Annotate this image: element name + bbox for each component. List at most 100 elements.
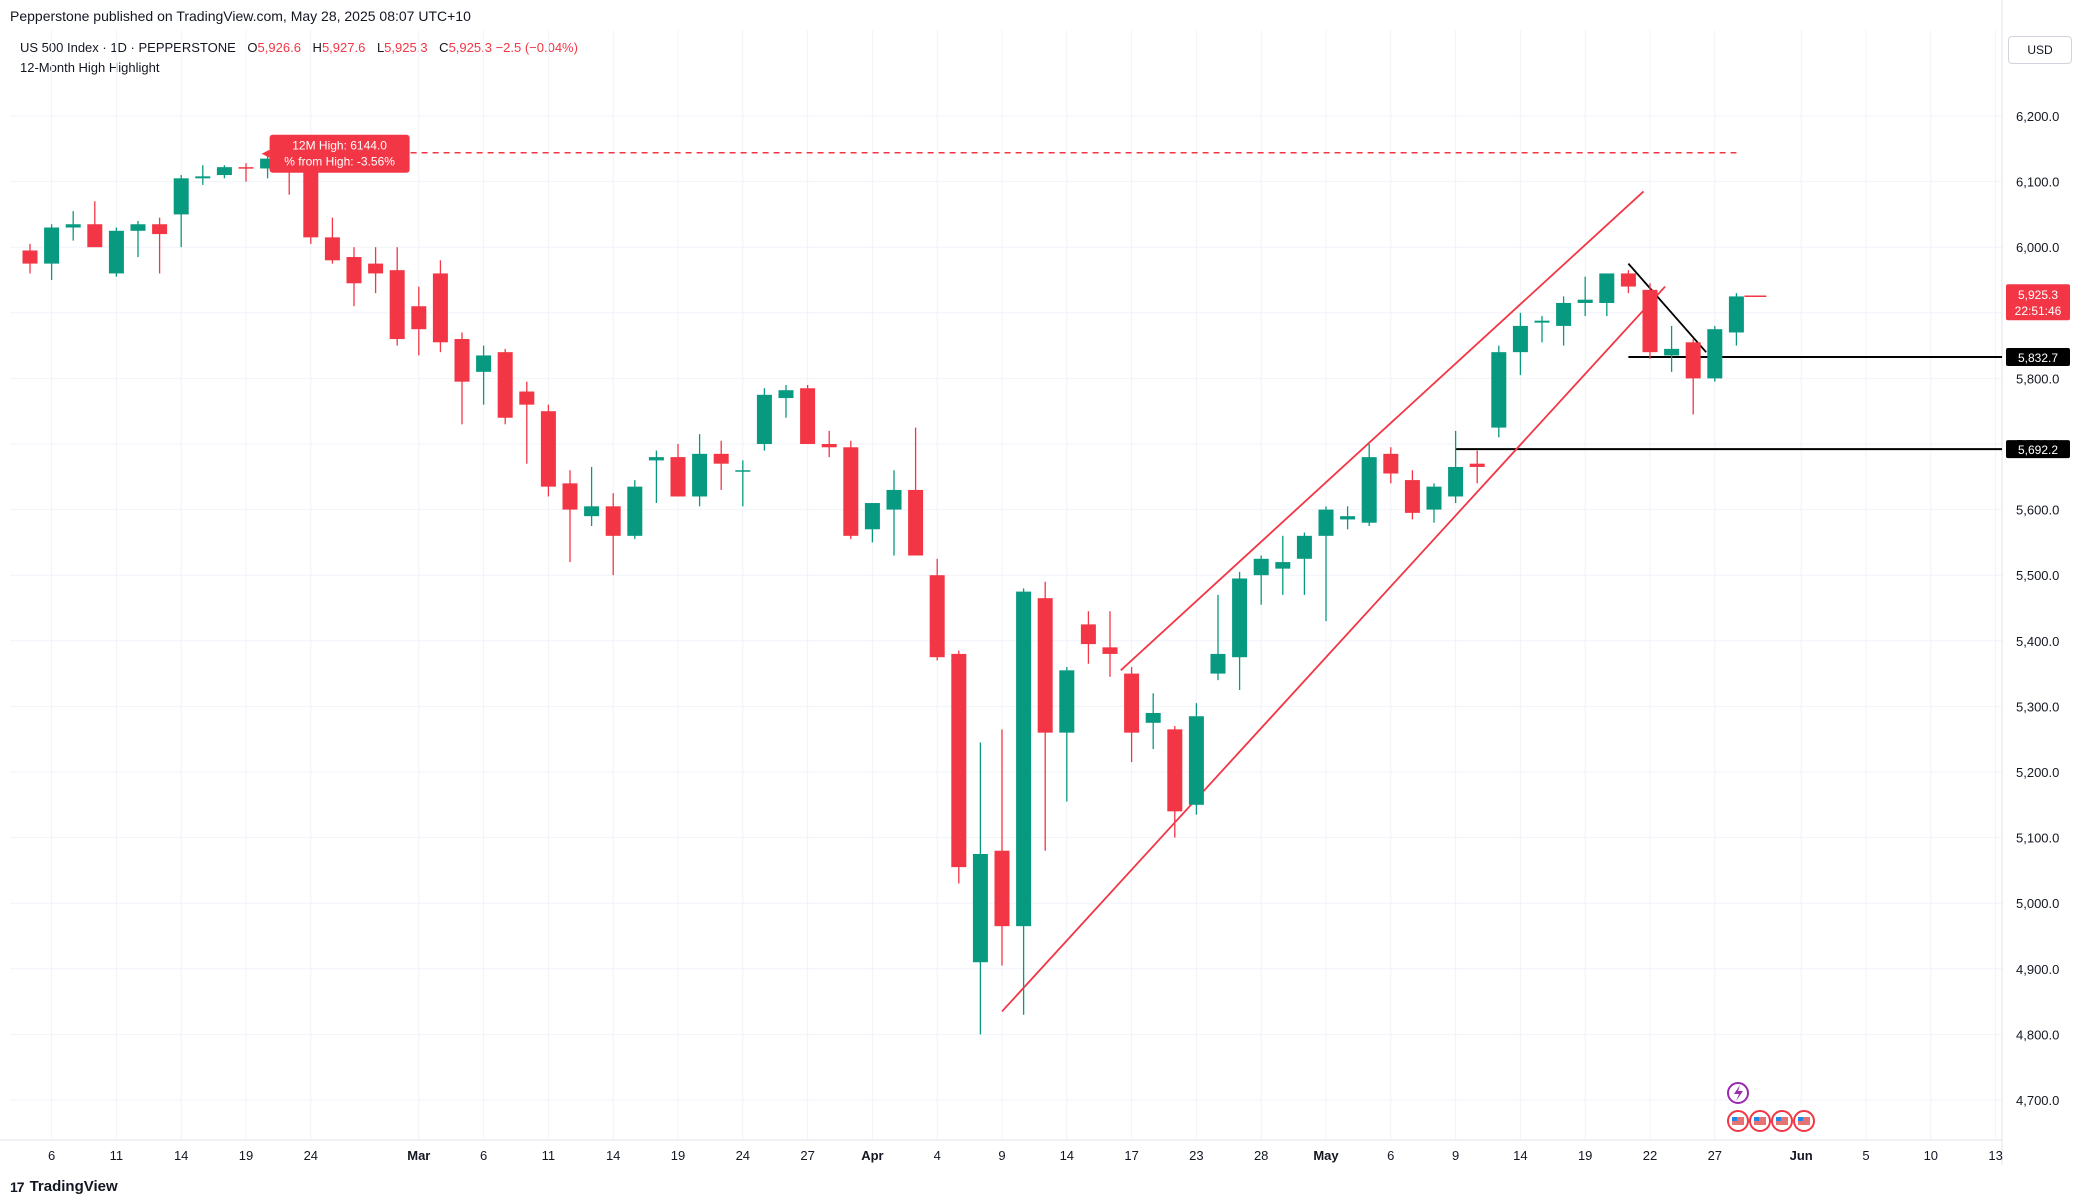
candle xyxy=(65,211,81,241)
candle-body xyxy=(929,575,945,658)
candle xyxy=(1145,693,1161,750)
open-value: 5,926.6 xyxy=(257,40,301,55)
candle-body xyxy=(648,457,664,461)
candle xyxy=(908,427,924,556)
candle-body xyxy=(821,444,837,448)
candle-body xyxy=(1599,273,1615,303)
candle-body xyxy=(886,489,902,510)
candle-body xyxy=(454,339,470,382)
candle xyxy=(260,152,276,179)
candle xyxy=(1037,581,1053,851)
candle xyxy=(368,247,384,294)
last-price-tag-box xyxy=(2006,284,2070,321)
last-price-countdown: 22:51:46 xyxy=(2015,304,2062,318)
candle-body xyxy=(497,352,513,418)
candles xyxy=(22,151,1744,1035)
candle-body xyxy=(238,167,254,169)
candle xyxy=(1728,293,1744,346)
candle xyxy=(800,384,816,444)
candle xyxy=(1016,588,1032,1015)
candle-body xyxy=(864,503,880,530)
candle xyxy=(152,217,168,274)
candle-body xyxy=(1728,296,1744,333)
low-label: L xyxy=(376,40,385,55)
candle-body xyxy=(65,224,81,228)
candle-body xyxy=(1469,463,1485,467)
candle xyxy=(324,217,340,264)
time-axis-label: 5 xyxy=(1862,1148,1869,1163)
candle-body xyxy=(756,394,772,444)
price-level-tag: 5,692.2 xyxy=(2006,440,2070,459)
candle-body xyxy=(87,224,103,248)
candle xyxy=(22,243,38,274)
candle-body xyxy=(562,483,578,510)
price-axis-label: 6,000.0 xyxy=(2016,240,2059,255)
candle-body xyxy=(1145,712,1161,723)
candle-body xyxy=(800,388,816,444)
time-axis-label: 14 xyxy=(174,1148,188,1163)
symbol-title: US 500 Index · 1D · PEPPERSTONE xyxy=(20,40,236,55)
candle-body xyxy=(432,273,448,343)
candle xyxy=(1448,430,1464,504)
candle xyxy=(756,388,772,451)
candle xyxy=(44,224,60,280)
candle-body xyxy=(1664,348,1680,356)
high-value: 5,927.6 xyxy=(321,40,366,55)
candle xyxy=(454,332,470,425)
candle xyxy=(1361,444,1377,526)
candle-body xyxy=(1059,670,1075,733)
candle xyxy=(735,460,751,507)
candle-body xyxy=(735,470,751,472)
candle xyxy=(346,247,362,307)
trend-line xyxy=(1120,190,1645,671)
candle xyxy=(1210,594,1226,681)
last-price-value: 5,925.3 xyxy=(2018,288,2058,302)
candle-body xyxy=(1102,647,1118,654)
candle-body xyxy=(1318,509,1334,536)
candle-body xyxy=(692,453,708,497)
candle-body xyxy=(972,854,988,963)
candle xyxy=(411,286,427,356)
time-axis-label: 22 xyxy=(1643,1148,1657,1163)
candle-body xyxy=(22,250,38,264)
candle xyxy=(821,430,837,458)
candle xyxy=(1512,312,1528,376)
candle xyxy=(476,345,492,405)
candle xyxy=(1318,506,1334,622)
price-axis-label: 5,400.0 xyxy=(2016,634,2059,649)
currency-button[interactable]: USD xyxy=(2008,36,2072,64)
us-flag-canton-icon xyxy=(1732,1117,1737,1121)
candle-body xyxy=(1188,716,1204,805)
candle-body xyxy=(994,850,1010,927)
high-label: H xyxy=(312,40,322,55)
candle-body xyxy=(476,355,492,372)
time-axis-label: 4 xyxy=(934,1148,941,1163)
candle xyxy=(1404,470,1420,520)
candle-body xyxy=(1448,466,1464,497)
candle xyxy=(1296,532,1312,595)
us-flag-canton-icon xyxy=(1798,1117,1803,1121)
candle-body xyxy=(1512,325,1528,353)
candle-body xyxy=(1620,273,1636,287)
time-axis-label: 14 xyxy=(606,1148,620,1163)
time-axis-label: 17 xyxy=(1124,1148,1138,1163)
indicator-name[interactable]: 12-Month High Highlight xyxy=(20,60,160,75)
time-axis-label: 24 xyxy=(736,1148,750,1163)
price-axis-label: 5,500.0 xyxy=(2016,568,2059,583)
candle xyxy=(886,470,902,556)
trend-line xyxy=(1001,285,1666,1013)
candle xyxy=(389,247,405,346)
tradingview-footer[interactable]: 17 TradingView xyxy=(10,1178,118,1195)
price-axis-label: 6,200.0 xyxy=(2016,109,2059,124)
candle-body xyxy=(1426,486,1442,510)
symbol-legend: US 500 Index · 1D · PEPPERSTONE O5,926.6… xyxy=(20,38,578,78)
candle xyxy=(1685,339,1701,415)
candle-body xyxy=(908,489,924,556)
candle-body xyxy=(44,227,60,264)
candle xyxy=(929,558,945,661)
candle-body xyxy=(1707,329,1723,379)
price-level-tag: 5,832.7 xyxy=(2006,347,2070,366)
publish-header: Pepperstone published on TradingView.com… xyxy=(10,8,471,24)
us-flag-stripe-icon xyxy=(1754,1117,1766,1125)
